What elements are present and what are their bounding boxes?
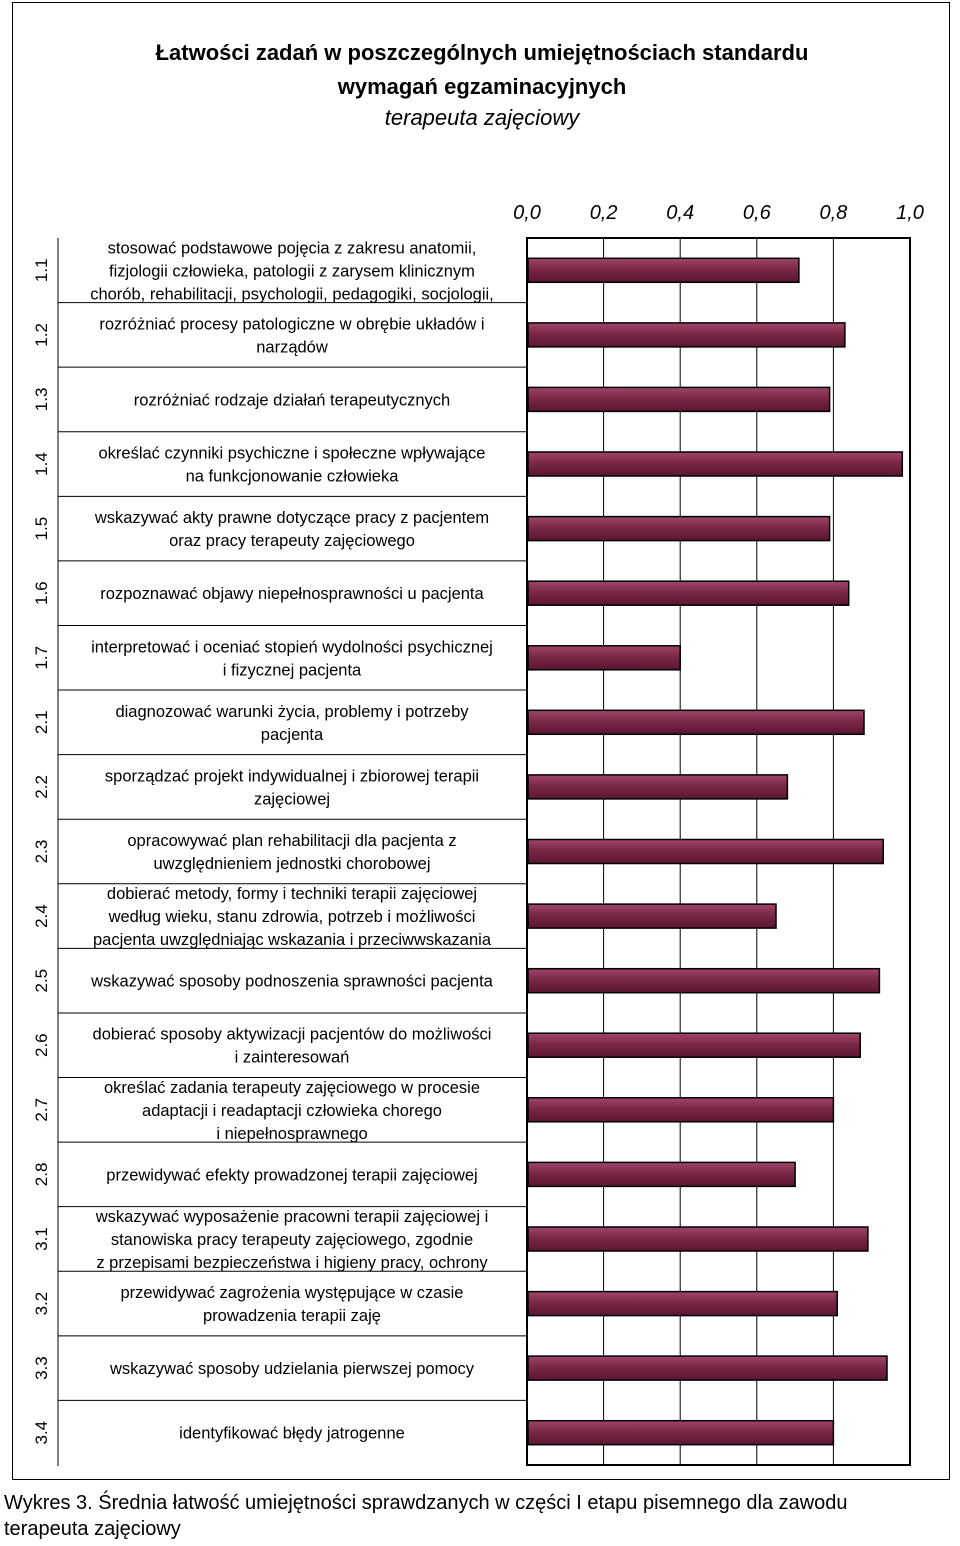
x-tick-label: 0,4 bbox=[666, 202, 694, 224]
category-label: narządów bbox=[256, 338, 328, 356]
category-label: wskazywać akty prawne dotyczące pracy z … bbox=[94, 509, 489, 527]
bar bbox=[527, 1355, 888, 1381]
category-label: przewidywać efekty prowadzonej terapii z… bbox=[106, 1166, 477, 1184]
category-label: zajęciowej bbox=[254, 790, 330, 808]
caption-line2: terapeuta zajęciowy bbox=[4, 1518, 181, 1540]
plot-area-border bbox=[526, 237, 911, 1466]
bar bbox=[527, 838, 884, 865]
skill-code: 3.1 bbox=[32, 1227, 51, 1251]
bar bbox=[527, 1161, 796, 1188]
category-label: i zainteresowań bbox=[235, 1049, 350, 1067]
skill-code: 2.1 bbox=[32, 710, 51, 734]
skill-code: 3.4 bbox=[32, 1421, 51, 1445]
category-label: wskazywać wyposażenie pracowni terapii z… bbox=[95, 1208, 489, 1226]
figure-caption: Wykres 3. Średnia łatwość umiejętności s… bbox=[4, 1490, 960, 1542]
category-label: stosować podstawowe pojęcia z zakresu an… bbox=[108, 239, 477, 257]
skill-code: 1.6 bbox=[32, 581, 51, 605]
category-label: interpretować i oceniać stopień wydolnoś… bbox=[91, 638, 493, 656]
bar bbox=[527, 580, 850, 606]
bar bbox=[527, 709, 865, 736]
bar bbox=[527, 1032, 861, 1058]
skill-code: 3.2 bbox=[32, 1292, 51, 1316]
category-label: rozróżniać procesy patologiczne w obrębi… bbox=[99, 315, 484, 333]
bar bbox=[527, 386, 831, 413]
x-tick-label: 0,2 bbox=[590, 202, 618, 224]
category-label: chorób, rehabilitacji, psychologii, peda… bbox=[90, 285, 494, 303]
category-label: pacjenta uwzględniając wskazania i przec… bbox=[93, 931, 492, 949]
category-label: określać zadania terapeuty zajęciowego w… bbox=[104, 1079, 480, 1097]
category-label: dobierać sposoby aktywizacji pacjentów d… bbox=[93, 1026, 492, 1044]
category-label: oraz pracy terapeuty zajęciowego bbox=[169, 532, 415, 550]
bar bbox=[527, 967, 881, 994]
bar bbox=[527, 1226, 869, 1252]
bar bbox=[527, 774, 789, 800]
category-label: i niepełnosprawnego bbox=[216, 1125, 367, 1143]
skill-code: 2.2 bbox=[32, 775, 51, 799]
skill-code: 1.5 bbox=[32, 517, 51, 541]
skill-code: 3.3 bbox=[32, 1356, 51, 1380]
x-tick-label: 1,0 bbox=[896, 202, 924, 224]
chart-title-line2: wymagań egzaminacyjnych bbox=[337, 74, 627, 99]
bar bbox=[527, 257, 800, 284]
category-label: uwzględnieniem jednostki chorobowej bbox=[154, 855, 431, 873]
category-label: diagnozować warunki życia, problemy i po… bbox=[115, 703, 469, 721]
skill-code: 2.4 bbox=[32, 904, 51, 928]
category-label: adaptacji i readaptacji człowieka choreg… bbox=[142, 1102, 442, 1120]
category-label: stanowiska pracy terapeuty zajęciowego, … bbox=[111, 1231, 473, 1249]
skill-code: 2.7 bbox=[32, 1098, 51, 1122]
category-label: z przepisami bezpieczeństwa i higieny pr… bbox=[96, 1254, 488, 1272]
category-label: fizjologii człowieka, patologii z zaryse… bbox=[109, 262, 475, 280]
category-label: i fizycznej pacjenta bbox=[223, 661, 362, 679]
x-tick-label: 0,8 bbox=[819, 202, 847, 224]
skill-code: 1.1 bbox=[32, 258, 51, 282]
category-label: rozróżniać rodzaje działań terapeutyczny… bbox=[134, 391, 450, 409]
category-label: opracowywać plan rehabilitacji dla pacje… bbox=[127, 832, 456, 850]
bar bbox=[527, 322, 846, 348]
bar bbox=[527, 1419, 835, 1446]
skill-code: 2.8 bbox=[32, 1163, 51, 1187]
category-label: na funkcjonowanie człowieka bbox=[186, 468, 400, 486]
skill-code: 2.6 bbox=[32, 1033, 51, 1057]
skill-code: 2.3 bbox=[32, 840, 51, 864]
category-label: określać czynniki psychiczne i społeczne… bbox=[98, 445, 485, 463]
bar bbox=[527, 1097, 835, 1123]
bar bbox=[527, 1290, 838, 1317]
category-label: identyfikować błędy jatrogenne bbox=[179, 1425, 405, 1443]
bar bbox=[527, 903, 777, 929]
bar bbox=[527, 451, 904, 477]
chart-subtitle: terapeuta zajęciowy bbox=[384, 105, 580, 130]
x-tick-label: 0,0 bbox=[513, 202, 541, 224]
bar bbox=[527, 645, 681, 671]
category-label: wskazywać sposoby udzielania pierwszej p… bbox=[109, 1360, 475, 1378]
bar bbox=[527, 515, 831, 542]
category-label: prowadzenia terapii zaję bbox=[203, 1307, 381, 1325]
skill-code: 1.4 bbox=[32, 452, 51, 476]
chart-frame bbox=[12, 2, 950, 1480]
bar-chart: 0,0 0,2 0,4 0,6 0,8 1,0 1.1 stosować podstawowe… bbox=[32, 202, 924, 1466]
category-label: sporządzać projekt indywidualnej i zbior… bbox=[105, 767, 479, 785]
x-tick-label: 0,6 bbox=[743, 202, 772, 224]
skill-code: 1.2 bbox=[32, 323, 51, 347]
category-label: dobierać metody, formy i techniki terapi… bbox=[107, 885, 477, 903]
skill-code: 2.5 bbox=[32, 969, 51, 993]
category-label: przewidywać zagrożenia występujące w cza… bbox=[121, 1284, 464, 1302]
chart-title-line1: Łatwości zadań w poszczególnych umiejętn… bbox=[155, 40, 809, 65]
category-label: według wieku, stanu zdrowia, potrzeb i m… bbox=[108, 908, 476, 926]
caption-line1: Wykres 3. Średnia łatwość umiejętności s… bbox=[4, 1492, 848, 1514]
skill-code: 1.7 bbox=[32, 646, 51, 670]
skill-code: 1.3 bbox=[32, 388, 51, 412]
category-label: rozpoznawać objawy niepełnosprawności u … bbox=[100, 585, 484, 603]
category-label: pacjenta bbox=[261, 726, 324, 744]
category-label: wskazywać sposoby podnoszenia sprawności… bbox=[90, 973, 494, 991]
